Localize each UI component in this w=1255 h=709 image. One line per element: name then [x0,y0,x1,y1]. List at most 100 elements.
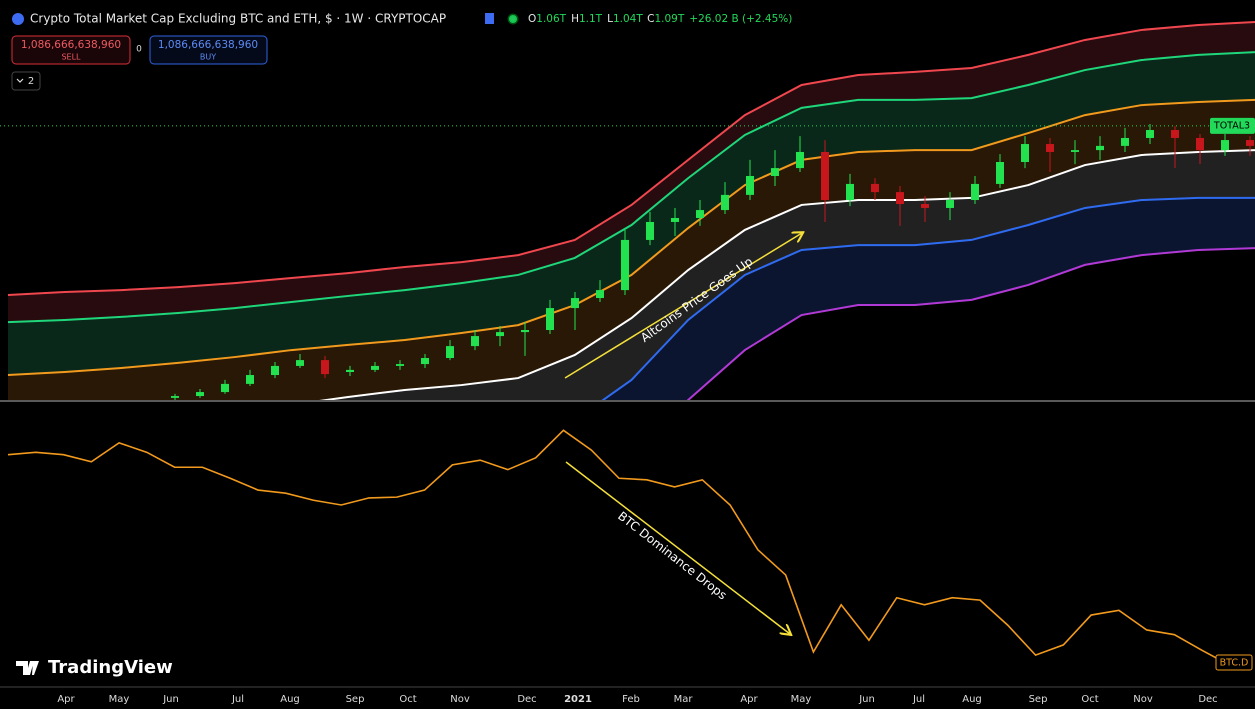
candle-body [771,168,779,176]
x-tick-label: Nov [450,694,470,705]
candle-body [1196,137,1204,151]
candle-body [671,218,679,222]
x-tick-label: Jul [231,694,244,705]
annotation-arrow [565,461,790,634]
collapse-button[interactable] [11,71,41,91]
chevron-icon[interactable] [16,78,24,83]
candle-body [346,369,354,372]
candle-body [1221,140,1229,151]
x-tick-label: Jul [912,694,925,705]
candle-body [496,332,504,337]
change: +26.02 B (+2.45%) [689,13,792,25]
candle-body [521,330,529,333]
candle-body [171,396,179,398]
x-tick-label: Sep [1029,694,1048,705]
x-tick-label: Sep [346,694,365,705]
chart-title: Crypto Total Market Cap Excluding BTC an… [30,12,446,26]
candle-body [871,183,879,193]
band-line [601,196,1255,400]
candle-body [1246,140,1254,146]
ohlc-text: O1.06T H1.1T L1.04T C1.09T +26.02 B (+2.45%) [528,13,792,25]
candle-body [546,308,554,330]
buy-price[interactable]: 1,086,666,638,960 [158,39,258,51]
candle-body [1096,145,1104,151]
sell-price[interactable]: 1,086,666,638,960 [21,39,121,51]
x-tick-label: Feb [622,694,640,705]
x-tick-label: Dec [1198,694,1217,705]
symbol-label-bg [1210,117,1255,134]
sell-label[interactable]: SELL [61,53,81,62]
x-tick-label: Jun [162,694,179,705]
ohlc-key: L [607,13,613,25]
buy-button[interactable] [149,35,268,65]
ohlc-value: 1.1T [579,13,603,25]
candle-body [846,183,854,201]
buy-label[interactable]: BUY [200,53,216,62]
band-line [686,247,1255,400]
band-fill [8,99,1255,400]
candle-body [421,358,429,365]
time-axis [0,687,1255,709]
status-dot [507,13,519,25]
candle-body [571,298,579,309]
candle-body [1046,144,1054,152]
x-tick-label: Apr [740,694,758,705]
candle-body [471,336,479,347]
symbol-icon [12,13,24,25]
candle-body [946,200,954,208]
candle-body [921,204,929,208]
spread: 0 [136,45,142,55]
band-line [7,51,1255,324]
candle-body [596,290,604,299]
symbol-label: BTC.D [1220,658,1249,669]
candle-body [621,239,629,291]
x-tick-label: Jun [858,694,875,705]
time-axis-labels: Apr May Jun Jul Aug Sep Oct Nov Dec 2021 Feb Mar Apr… [57,694,1217,705]
candle-body [371,365,379,370]
candle-body [1171,130,1179,138]
x-tick-label: Oct [1081,694,1098,705]
ohlc-value: 1.04T [613,13,643,25]
x-tick-label: Nov [1133,694,1153,705]
x-tick-label: May [109,694,130,705]
logo-text: TradingView [48,657,173,678]
sell-button[interactable] [11,35,131,65]
candle-body [396,364,404,366]
annotation-arrow [564,233,802,379]
x-tick-label: Mar [674,694,694,705]
band-line [7,21,1255,296]
flag-icon [485,13,494,24]
dominance-line [7,429,1231,667]
symbol-label-bg [1215,654,1253,671]
band-fill [8,52,1255,376]
ohlc-value: 1.09T [654,13,684,25]
candle-body [821,151,829,201]
candle-body [246,375,254,384]
symbol-label: TOTAL3 [1213,120,1250,131]
collapse-count[interactable]: 2 [28,76,34,87]
candle-body [196,392,204,397]
x-tick-label: Aug [280,694,300,705]
band-line [7,98,1255,377]
band-line [319,149,1255,400]
ohlc-value: 1.06T [536,13,566,25]
candle-body [971,183,979,201]
logo-mark [16,661,39,675]
candle-body [1071,150,1079,152]
candle-body [646,221,654,240]
ohlc-key: H [571,13,579,25]
x-tick-label: Oct [399,694,416,705]
band-fill [8,22,1255,323]
candle-body [796,151,804,169]
candle-body [321,360,329,375]
band-fill [326,150,1255,400]
candle-body [696,210,704,218]
band-fill [603,197,1255,400]
x-tick-label: 2021 [564,694,592,705]
ohlc-key: C [647,13,654,25]
candle-body [1021,144,1029,162]
x-tick-label: Aug [962,694,982,705]
x-tick-label: May [791,694,812,705]
candle-body [996,162,1004,184]
